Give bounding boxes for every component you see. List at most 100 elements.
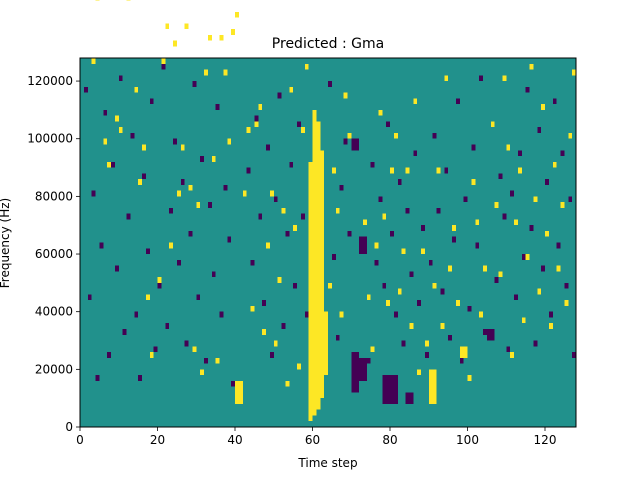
heatmap-cell-low bbox=[126, 213, 131, 220]
x-tick-label: 40 bbox=[227, 433, 242, 447]
heatmap-cell-low bbox=[444, 167, 449, 174]
heatmap-cell-high bbox=[405, 167, 410, 174]
heatmap-cell-low bbox=[374, 259, 379, 266]
heatmap-cell-high bbox=[479, 311, 484, 318]
heatmap-cell-low bbox=[545, 179, 549, 185]
heatmap-cell-low bbox=[428, 259, 433, 266]
heatmap-cell-high bbox=[393, 132, 398, 139]
heatmap-cell-low bbox=[165, 323, 170, 329]
heatmap-cell-high bbox=[471, 179, 476, 185]
heatmap-cell-low bbox=[331, 254, 336, 260]
heatmap-cell-low bbox=[335, 334, 340, 341]
heatmap-cell-high bbox=[475, 219, 480, 226]
heatmap-cell-high bbox=[386, 300, 391, 306]
heatmap-cell-low bbox=[328, 81, 332, 87]
heatmap-cell-high bbox=[300, 127, 305, 133]
heatmap-cell-high bbox=[215, 357, 220, 364]
heatmap-cell-high bbox=[304, 63, 309, 70]
heatmap-cell-high bbox=[382, 213, 387, 220]
heatmap-cell-low bbox=[161, 63, 166, 70]
heatmap-cell-low bbox=[134, 311, 139, 318]
heatmap-cell-high bbox=[409, 323, 414, 329]
heatmap-cell-low bbox=[289, 161, 294, 168]
heatmap-cell-high bbox=[328, 282, 332, 289]
heatmap-cell-high bbox=[192, 346, 197, 353]
heatmap-cell-high bbox=[269, 190, 274, 197]
heatmap-cell-low bbox=[541, 265, 546, 272]
heatmap-cell-low bbox=[107, 352, 112, 358]
heatmap-cell-low bbox=[223, 184, 228, 191]
x-axis-label: Time step bbox=[297, 456, 357, 470]
heatmap-cell-high bbox=[114, 115, 119, 122]
heatmap-cell-low bbox=[393, 311, 398, 318]
heatmap-cell-high bbox=[250, 305, 255, 312]
heatmap-cell-high bbox=[494, 202, 499, 208]
heatmap-cell-low bbox=[432, 132, 437, 139]
heatmap-cell-high bbox=[173, 40, 177, 47]
heatmap-cell-high bbox=[188, 184, 193, 191]
heatmap-cell-low bbox=[529, 225, 534, 231]
heatmap-cell-high bbox=[370, 346, 375, 353]
heatmap-cell-high bbox=[572, 69, 577, 76]
heatmap-region-high bbox=[459, 346, 468, 358]
heatmap-cell-high bbox=[483, 265, 487, 272]
heatmap-cell-low bbox=[572, 352, 577, 358]
heatmap-cell-low bbox=[537, 127, 542, 133]
heatmap-cell-high bbox=[235, 11, 239, 18]
heatmap-cell-low bbox=[455, 98, 460, 105]
heatmap-region-low bbox=[382, 375, 398, 404]
x-axis: 0 20 40 60 80 100 120 bbox=[76, 427, 556, 447]
heatmap-cell-low bbox=[397, 179, 402, 185]
heatmap-cell-low bbox=[254, 115, 259, 122]
heatmap-cell-low bbox=[494, 277, 499, 283]
heatmap-region-low bbox=[351, 352, 359, 393]
heatmap-cell-high bbox=[107, 161, 112, 168]
heatmap-cell-low bbox=[498, 173, 503, 180]
heatmap-cell-high bbox=[545, 230, 549, 237]
heatmap-cell-low bbox=[219, 311, 224, 318]
heatmap-cell-high bbox=[134, 86, 139, 93]
heatmap-region-high bbox=[428, 369, 437, 404]
heatmap-cell-high bbox=[149, 352, 154, 358]
heatmap-cell-low bbox=[246, 167, 251, 174]
heatmap-cell-high bbox=[432, 282, 437, 289]
heatmap-cell-high bbox=[417, 369, 422, 376]
heatmap-cell-high bbox=[537, 288, 542, 295]
heatmap-cell-low bbox=[304, 311, 309, 318]
heatmap-region-high bbox=[235, 380, 243, 404]
heatmap-cell-low bbox=[215, 104, 220, 110]
x-tick-label: 60 bbox=[305, 433, 320, 447]
heatmap-cell-low bbox=[180, 179, 185, 185]
heatmap-cell-high bbox=[289, 86, 294, 93]
heatmap-cell-low bbox=[273, 196, 278, 203]
heatmap-cell-high bbox=[266, 242, 270, 249]
heatmap-cell-low bbox=[424, 352, 429, 358]
heatmap-cell-low bbox=[200, 156, 205, 162]
heatmap-cell-low bbox=[300, 213, 305, 220]
heatmap-cell-low bbox=[207, 202, 212, 208]
heatmap-cells bbox=[80, 0, 577, 427]
heatmap-cell-high bbox=[262, 328, 267, 335]
heatmap-cell-low bbox=[417, 300, 422, 306]
heatmap-region-low bbox=[405, 392, 414, 404]
heatmap-cell-high bbox=[281, 207, 286, 214]
heatmap-cell-high bbox=[242, 190, 247, 197]
y-axis-label: Frequency (Hz) bbox=[0, 198, 12, 289]
heatmap-cell-low bbox=[436, 207, 441, 214]
heatmap-cell-high bbox=[180, 144, 185, 151]
heatmap-cell-low bbox=[99, 242, 104, 249]
y-tick-label: 0 bbox=[65, 420, 73, 434]
heatmap-cell-low bbox=[483, 328, 487, 335]
heatmap-cell-low bbox=[114, 265, 119, 272]
heatmap-cell-high bbox=[335, 207, 340, 214]
heatmap-cell-high bbox=[347, 132, 352, 139]
x-tick-label: 120 bbox=[534, 433, 557, 447]
heatmap-cell-low bbox=[568, 196, 573, 203]
y-tick-label: 100000 bbox=[27, 132, 73, 146]
heatmap-cell-high bbox=[91, 58, 96, 64]
heatmap-region-low bbox=[359, 236, 367, 255]
heatmap-cell-high bbox=[339, 311, 344, 318]
heatmap-cell-low bbox=[552, 98, 557, 105]
heatmap-cell-high bbox=[246, 127, 251, 133]
heatmap-cell-low bbox=[266, 144, 270, 151]
